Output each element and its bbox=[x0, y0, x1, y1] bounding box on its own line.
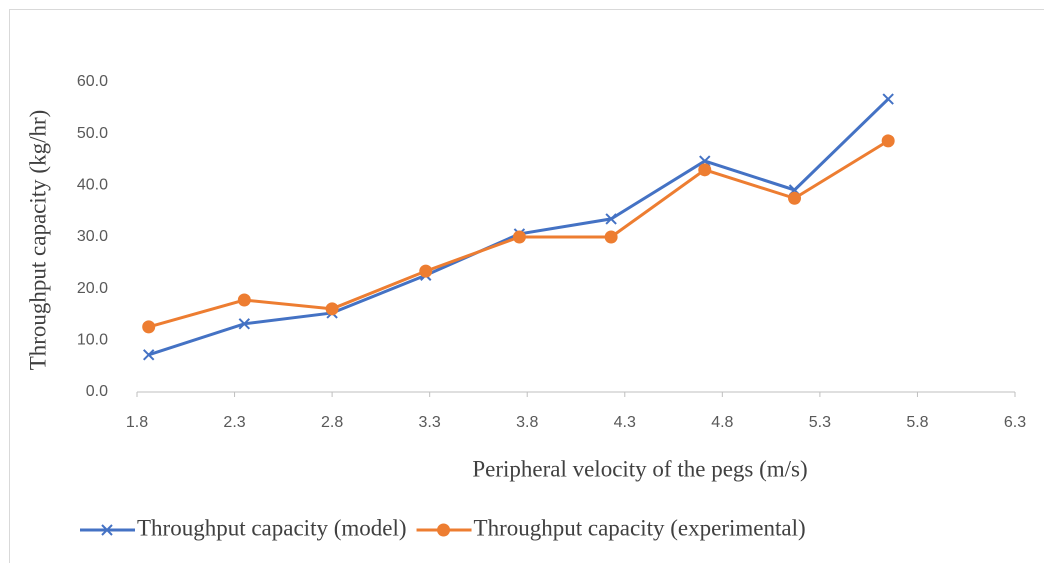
x-tick-label: 5.8 bbox=[906, 414, 928, 431]
y-tick-label: 60.0 bbox=[77, 73, 108, 90]
y-tick-label: 20.0 bbox=[77, 280, 108, 297]
x-tick-label: 6.3 bbox=[1004, 414, 1026, 431]
legend-marker bbox=[101, 524, 113, 536]
marker-x bbox=[142, 349, 155, 361]
marker-x bbox=[605, 213, 617, 225]
marker-circle bbox=[142, 320, 156, 334]
marker-circle bbox=[788, 191, 802, 205]
marker-x bbox=[238, 318, 251, 330]
y-tick-label: 40.0 bbox=[77, 177, 108, 194]
marker-x bbox=[882, 93, 894, 105]
legend-label: Throughput capacity (experimental) bbox=[474, 515, 806, 540]
marker-circle bbox=[512, 230, 526, 244]
marker-circle bbox=[325, 302, 339, 316]
x-axis-title: Peripheral velocity of the pegs (m/s) bbox=[472, 456, 807, 481]
y-tick-label: 0.0 bbox=[86, 383, 108, 400]
x-tick-label: 4.3 bbox=[614, 414, 636, 431]
marker-circle bbox=[604, 230, 618, 244]
legend-label: Throughput capacity (model) bbox=[137, 515, 407, 540]
marker-circle bbox=[419, 264, 433, 278]
x-tick-label: 3.8 bbox=[516, 414, 538, 431]
legend-marker bbox=[437, 523, 451, 537]
marker-circle bbox=[881, 134, 895, 148]
x-tick-label: 1.8 bbox=[126, 414, 148, 431]
y-axis-title: Throughput capacity (kg/hr) bbox=[25, 110, 50, 371]
x-tick-label: 2.8 bbox=[321, 414, 343, 431]
y-tick-label: 50.0 bbox=[77, 125, 108, 142]
y-tick-label: 30.0 bbox=[77, 228, 108, 245]
x-tick-label: 3.3 bbox=[419, 414, 441, 431]
y-tick-label: 10.0 bbox=[77, 332, 108, 349]
chart-border bbox=[9, 9, 1044, 563]
x-tick-label: 5.3 bbox=[809, 414, 831, 431]
marker-circle bbox=[237, 293, 251, 307]
marker-circle bbox=[698, 163, 712, 177]
x-tick-label: 2.3 bbox=[223, 414, 245, 431]
x-tick-label: 4.8 bbox=[711, 414, 733, 431]
